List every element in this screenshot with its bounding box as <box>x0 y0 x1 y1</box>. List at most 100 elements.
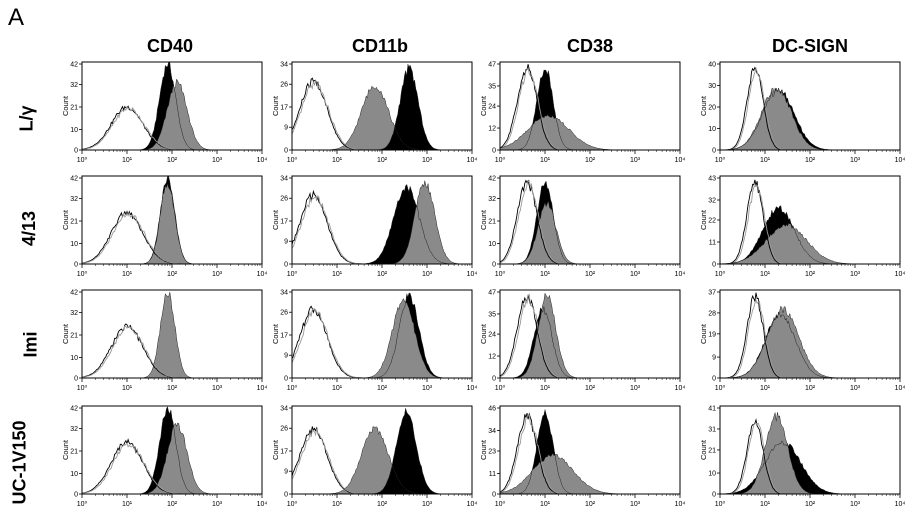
y-tick-label: 10 <box>708 126 716 133</box>
y-tick-label: 24 <box>488 332 496 339</box>
x-tick-label: 10² <box>805 271 816 278</box>
x-tick-label: 10⁰ <box>715 156 726 164</box>
y-tick-label: 24 <box>488 104 496 111</box>
x-tick-label: 10² <box>805 157 816 164</box>
y-tick-label: 32 <box>70 196 78 203</box>
y-tick-label: 30 <box>708 83 716 90</box>
histogram-panel-4-13-cd38: 0 10 21 32 42 Count 10⁰ 10¹ 10² 10³ 10⁴ <box>479 175 685 278</box>
x-tick-label: 10⁴ <box>895 501 906 508</box>
x-tick-label: 10⁰ <box>715 500 726 508</box>
x-tick-label: 10⁴ <box>257 385 268 392</box>
x-tick-label: 10² <box>377 157 388 164</box>
plot-frame <box>719 61 901 151</box>
y-tick-label: 11 <box>709 240 716 247</box>
y-tick-label: 0 <box>492 262 496 269</box>
x-tick-label: 10⁴ <box>675 157 686 164</box>
x-tick-label: 10³ <box>850 385 861 392</box>
histogram-edge <box>82 62 262 150</box>
y-axis-label: Count <box>479 95 488 116</box>
histogram-outline-isotype <box>82 105 262 150</box>
y-tick-label: 0 <box>712 148 716 155</box>
histogram-fill-marker-grey <box>82 292 262 378</box>
histogram-edge <box>500 69 680 150</box>
x-tick-label: 10¹ <box>760 501 771 508</box>
y-tick-label: 34 <box>488 428 496 435</box>
histogram-panel-uc-1v150-cd40: 0 10 21 32 42 Count 10⁰ 10¹ 10² 10³ 10⁴ <box>61 405 267 508</box>
x-tick-label: 10³ <box>422 271 433 278</box>
x-tick-label: 10⁰ <box>495 156 506 164</box>
y-axis-label: Count <box>271 95 280 116</box>
y-axis-label: Count <box>699 439 708 460</box>
histogram-fill-marker-grey <box>82 183 262 264</box>
x-tick-label: 10⁴ <box>467 385 478 392</box>
x-tick-label: 10³ <box>630 501 641 508</box>
column-header-cd11b: CD11b <box>351 36 409 56</box>
histogram-edge <box>720 440 900 494</box>
x-tick-label: 10⁰ <box>715 384 726 392</box>
y-axis-label: Count <box>61 439 70 460</box>
y-axis-label: Count <box>479 323 488 344</box>
x-tick-label: 10² <box>167 501 178 508</box>
histogram-panel-l-dc-sign: 0 10 20 30 40 Count 10⁰ 10¹ 10² 10³ 10⁴ <box>699 61 906 164</box>
y-tick-label: 23 <box>488 449 496 456</box>
histogram-panel-l-cd40: 0 10 21 32 42 Count 10⁰ 10¹ 10² 10³ 10⁴ <box>61 61 268 164</box>
x-tick-label: 10¹ <box>760 385 771 392</box>
x-tick-label: 10¹ <box>332 501 343 508</box>
histogram-fill-marker-black <box>720 87 900 150</box>
y-tick-label: 10 <box>70 127 78 134</box>
histogram-fill-marker-black <box>500 306 680 378</box>
y-tick-label: 12 <box>488 126 496 133</box>
histogram-edge <box>82 78 262 150</box>
histogram-outline-isotype <box>720 418 900 494</box>
histogram-fill-marker-grey <box>292 180 472 264</box>
x-tick-label: 10³ <box>212 385 223 392</box>
histogram-edge <box>82 176 262 264</box>
histogram-edge <box>82 182 262 264</box>
y-tick-label: 10 <box>70 355 78 362</box>
y-tick-label: 46 <box>488 406 496 413</box>
x-tick-label: 10⁴ <box>257 157 268 164</box>
x-tick-label: 10³ <box>212 271 223 278</box>
histogram-outline-isotype <box>720 292 900 378</box>
y-axis-label: Count <box>699 95 708 116</box>
histogram-outline-isotype <box>720 179 900 264</box>
y-tick-label: 9 <box>284 469 288 476</box>
histogram-fill-marker-grey <box>500 115 680 150</box>
y-tick-label: 21 <box>70 449 78 456</box>
y-axis-label: Count <box>271 323 280 344</box>
y-tick-label: 26 <box>280 82 288 89</box>
y-tick-label: 42 <box>488 176 496 183</box>
x-tick-label: 10⁴ <box>895 157 906 164</box>
y-tick-label: 0 <box>492 492 496 499</box>
x-tick-label: 10⁰ <box>77 156 88 164</box>
y-tick-label: 17 <box>280 449 288 456</box>
x-tick-label: 10⁴ <box>895 385 906 392</box>
histogram-outline-isotype <box>292 194 472 264</box>
histogram-fill-marker-grey <box>720 412 900 494</box>
x-tick-label: 10³ <box>630 385 641 392</box>
column-header-cd40: CD40 <box>146 36 194 56</box>
histogram-outline-isotype <box>292 308 472 378</box>
histogram-edge <box>720 87 900 150</box>
histogram-edge <box>292 184 472 264</box>
y-tick-label: 42 <box>70 290 78 297</box>
y-tick-label: 32 <box>70 426 78 433</box>
x-tick-label: 10¹ <box>760 271 771 278</box>
y-tick-label: 35 <box>488 311 496 318</box>
histogram-panel-imi-dc-sign: 0 9 19 28 37 Count 10⁰ 10¹ 10² 10³ 10⁴ <box>699 289 906 392</box>
histogram-outline-isotype <box>292 428 472 494</box>
y-tick-label: 37 <box>708 290 716 297</box>
histogram-outline-isotype <box>720 66 900 150</box>
histogram-panel-imi-cd11b: 0 9 17 26 34 Count 10⁰ 10¹ 10² 10³ 10⁴ <box>271 289 478 392</box>
y-tick-label: 47 <box>488 62 496 69</box>
x-tick-label: 10³ <box>630 157 641 164</box>
y-axis-label: Count <box>61 95 70 116</box>
x-tick-label: 10¹ <box>122 271 133 278</box>
y-tick-label: 20 <box>708 105 716 112</box>
x-tick-label: 10³ <box>422 385 433 392</box>
x-tick-label: 10² <box>377 385 388 392</box>
x-tick-label: 10³ <box>630 271 641 278</box>
histogram-edge <box>292 85 472 150</box>
x-tick-label: 10⁰ <box>77 270 88 278</box>
x-tick-label: 10⁴ <box>257 271 268 278</box>
